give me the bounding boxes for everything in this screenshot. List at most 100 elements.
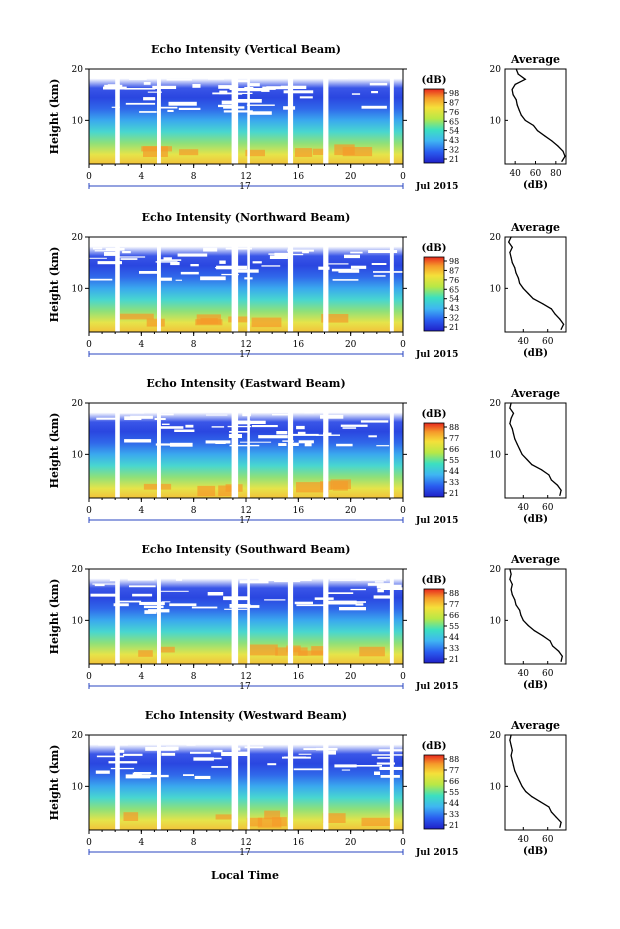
y-tick-label: 20 <box>72 565 84 575</box>
heatmap-gap-patch <box>190 751 211 754</box>
x-tick-label: 12 <box>240 672 251 682</box>
heatmap-data-gap <box>323 237 329 332</box>
avg-profile-point <box>563 323 565 325</box>
avg-profile-point <box>557 145 559 147</box>
x-tick-label: 4 <box>138 506 144 516</box>
avg-y-tick-label: 20 <box>490 731 502 741</box>
heatmap-gap-patch <box>206 414 228 416</box>
avg-profile-point <box>514 438 516 440</box>
heatmap-gap-patch <box>296 237 306 240</box>
heatmap-gap-patch <box>278 443 287 446</box>
heatmap-gap-patch <box>374 406 403 408</box>
avg-profile-point <box>509 578 511 580</box>
heatmap-gap-patch <box>348 574 357 577</box>
heatmap-gap-patch <box>276 431 288 435</box>
avg-x-tick-label: 40 <box>518 503 530 513</box>
heatmap-warm-patch <box>197 485 216 497</box>
heatmap-gap-patch <box>170 262 180 266</box>
heatmap-warm-patch <box>264 810 281 820</box>
heatmap-gap-patch <box>125 102 156 105</box>
avg-y-tick-label: 10 <box>490 284 502 294</box>
heatmap-gap-patch <box>94 583 105 587</box>
x-tick-label: 20 <box>345 672 357 682</box>
heatmap-gap-patch <box>130 742 139 745</box>
heatmap-gap-patch <box>269 255 288 259</box>
x-tick-label: 4 <box>138 340 144 350</box>
heatmap-gap-patch <box>342 427 357 429</box>
heatmap-warm-patch <box>251 317 282 328</box>
heatmap-gap-patch <box>240 441 272 443</box>
avg-profile-point <box>522 619 524 622</box>
heatmap-gap-patch <box>258 435 288 439</box>
avg-profile-point <box>516 104 518 106</box>
heatmap-gap-patch <box>326 600 357 605</box>
heatmap-gap-patch <box>351 93 361 95</box>
heatmap-gap-patch <box>298 753 312 755</box>
heatmap-gap-patch <box>96 755 125 758</box>
heatmap-gap-patch <box>288 442 299 446</box>
heatmap-gap-patch <box>363 735 381 737</box>
avg-profile-point <box>524 78 526 80</box>
heatmap-gap-patch <box>218 85 239 89</box>
heatmap-gap-patch <box>246 605 260 608</box>
heatmap-gap-patch <box>340 424 368 427</box>
avg-profile-point <box>511 428 513 430</box>
heatmap-gap-patch <box>109 409 119 413</box>
heatmap-gap-patch <box>211 426 225 428</box>
colorbar-tick-label: 87 <box>449 98 459 107</box>
avg-profile-point <box>515 68 517 70</box>
heatmap-gap-patch <box>303 748 319 750</box>
avg-profile-point <box>511 262 513 264</box>
avg-profile-point <box>554 313 556 315</box>
heatmap-gap-patch <box>160 259 182 261</box>
y-tick-label: 20 <box>72 65 84 75</box>
heatmap-data-gap <box>247 403 250 498</box>
colorbar-unit: (dB) <box>422 243 447 254</box>
avg-profile-point <box>539 801 542 803</box>
avg-profile-point <box>514 770 516 772</box>
colorbar-tick-label: 77 <box>449 600 459 609</box>
heatmap-data-gap <box>231 403 239 498</box>
heatmap-gap-patch <box>159 426 184 429</box>
colorbar-tick-label: 32 <box>449 146 459 155</box>
heatmap-data-gap <box>287 69 294 164</box>
colorbar-tick-label: 55 <box>449 788 459 797</box>
heatmap-gap-patch <box>221 100 237 105</box>
heatmap-gap-patch <box>229 431 249 433</box>
avg-profile-point <box>561 655 563 657</box>
avg-y-tick-label: 10 <box>490 616 502 626</box>
heatmap-gap-patch <box>281 237 288 239</box>
heatmap-gap-patch <box>376 584 402 589</box>
heatmap-data-gap <box>115 403 120 498</box>
heatmap-gap-patch <box>139 271 160 274</box>
heatmap-gap-patch <box>215 267 241 269</box>
colorbar-tick-label: 87 <box>449 266 459 275</box>
heatmap-gap-patch <box>117 412 145 414</box>
avg-profile-point <box>559 826 561 829</box>
avg-profile-point <box>519 282 521 284</box>
heatmap-gap-patch <box>200 757 222 760</box>
heatmap-gap-patch <box>236 88 266 92</box>
heatmap-gap-patch <box>376 445 390 447</box>
y-axis-label: Height (km) <box>48 745 61 821</box>
colorbar-tick-label: 21 <box>449 489 459 498</box>
avg-profile-point <box>522 287 524 289</box>
heatmap-gap-patch <box>334 764 357 768</box>
panel-4: Echo Intensity (Westward Beam) 0 4 8 12 16 20 0… <box>48 709 567 858</box>
x-tick-label: 8 <box>191 172 197 182</box>
heatmap-gap-patch <box>212 407 234 411</box>
heatmap-gap-patch <box>108 761 138 764</box>
heatmap-warm-patch <box>361 817 392 826</box>
avg-x-tick-label: 60 <box>542 503 554 513</box>
heatmap-gap-patch <box>338 570 346 575</box>
avg-profile-point <box>516 775 518 777</box>
colorbar-tick-label: 65 <box>449 285 459 294</box>
heatmap-data-gap <box>115 237 120 332</box>
heatmap-gap-patch <box>185 424 194 428</box>
x-tick-label: 16 <box>293 672 305 682</box>
colorbar <box>423 256 445 332</box>
avg-profile-point <box>510 256 512 259</box>
y-tick-label: 20 <box>72 399 84 409</box>
avg-profile-point <box>518 109 520 111</box>
heatmap-gap-patch <box>127 576 155 581</box>
